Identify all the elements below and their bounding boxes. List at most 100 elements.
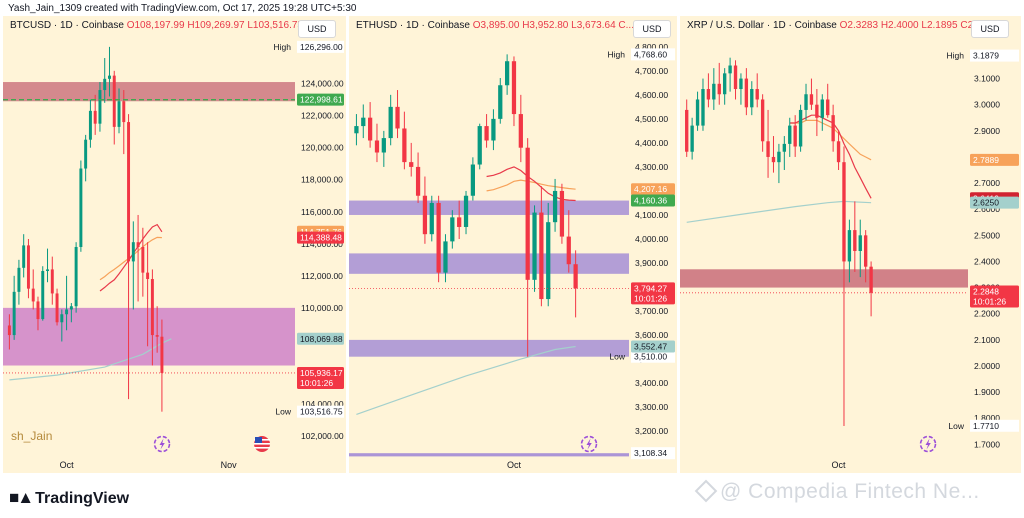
xrp-candle-body [755,89,759,100]
xrp-price-badge-value: 2.7889 [973,155,999,165]
xrp-high-label: High [947,51,965,61]
btc-price-badge-value: 108,069.88 [300,334,343,344]
eth-candle-body [381,138,386,153]
xrp-candle-body [826,99,830,116]
eth-candle-body [498,85,503,119]
watermark-text: @ Compedia Fintech Ne... [720,480,980,503]
eth-chart-svg[interactable]: 3,200.003,300.003,400.003,500.003,600.00… [349,16,677,473]
xrp-candle-body [863,235,868,267]
xrp-low-value: 1.7710 [973,421,999,431]
eth-candle-body [546,222,551,300]
eth-candle-body [559,190,565,237]
eth-plain-price-label: 3,108.34 [634,448,667,458]
xrp-y-tick-label: 2.1000 [974,335,1000,345]
xrp-high-value-bg [970,49,1019,62]
replay-icon [153,435,171,453]
btc-price-badge-value: 114,388.48 [300,233,342,243]
xrp-price-badge-value: 2.6250 [973,198,999,208]
xrp-candle-body [869,266,873,293]
btc-y-tick-label: 124,000.00 [301,79,344,89]
eth-zone [349,453,629,457]
xrp-chart-svg[interactable]: 1.70001.80001.90002.00002.10002.20002.30… [680,16,1021,473]
btc-y-tick-label: 120,000.00 [301,143,344,153]
eth-candle-body [491,118,496,141]
eth-y-tick-label: 4,500.00 [635,114,668,124]
btc-open-value: O108,197.99 [126,20,185,31]
watermark-logo-icon [694,479,718,503]
btc-chart-panel[interactable]: 102,000.00104,000.00106,000.00108,000.00… [3,16,346,473]
btc-candle-body [146,272,150,280]
eth-candle-body [484,126,489,141]
xrp-candle-body [853,230,857,251]
btc-marker-label: sh_Jain [11,429,52,443]
btc-candle-body [112,75,116,127]
btc-candle-body [108,75,111,79]
eth-y-tick-label: 4,700.00 [635,66,668,76]
btc-candle-body [41,271,45,320]
xrp-candle-body [701,89,705,126]
xrp-open-value: O2.3283 [839,20,879,31]
xrp-low-value: L2.1895 [921,20,958,31]
tradingview-brand[interactable]: ■▲ TradingView [9,488,129,508]
xrp-candle-body [766,141,770,157]
btc-zone [3,307,295,366]
eth-candle-body [436,202,441,273]
eth-chart-panel[interactable]: 3,200.003,300.003,400.003,500.003,600.00… [349,16,677,473]
xrp-price-badge [970,285,1019,308]
xrp-candle-body [820,99,824,118]
btc-candle-body [31,288,35,302]
btc-price-badge-value: 105,936.17 [300,368,343,378]
btc-candle-body [136,242,140,247]
eth-zone [349,253,629,274]
xrp-y-tick-label: 2.4000 [974,256,1000,266]
xrp-symbol-legend[interactable]: XRP / U.S. Dollar · 1D · Coinbase O2.328… [687,20,1007,31]
btc-sma-short-line [99,223,163,292]
eth-symbol-legend[interactable]: ETHUSD · 1D · Coinbase O3,895.00 H3,952.… [356,20,634,31]
eth-candle-body [402,128,407,163]
btc-candle-body [36,301,40,320]
btc-candle-body [60,314,64,323]
xrp-low-label: Low [948,421,964,431]
xrp-price-badge-timer: 10:01:26 [973,297,1006,307]
xrp-y-tick-label: 1.9000 [974,387,1000,397]
btc-low-label: Low [275,407,291,417]
btc-candle-body [12,291,16,336]
xrp-candle-body [695,99,700,126]
btc-candle-body [117,101,121,127]
xrp-chart-panel[interactable]: 1.70001.80001.90002.00002.10002.20002.30… [680,16,1021,473]
btc-candle-body [50,269,54,294]
btc-candle-body [46,269,49,272]
eth-candle-body [374,140,380,153]
eth-candle-body [457,217,462,227]
btc-low-value: 103,516.75 [300,407,343,417]
btc-y-tick-label: 112,000.00 [301,271,343,281]
eth-currency-button[interactable]: USD [633,20,671,38]
eth-high-value: 4,768.60 [634,49,667,59]
xrp-y-tick-label: 3.1000 [974,74,1000,84]
btc-candle-body [88,110,92,140]
xrp-candle-body [782,143,787,152]
xrp-currency-button[interactable]: USD [971,20,1009,38]
eth-low-value: 3,510.00 [634,352,667,362]
btc-symbol-legend[interactable]: BTCUSD · 1D · Coinbase O108,197.99 H109,… [10,20,313,31]
eth-y-tick-label: 4,600.00 [635,90,668,100]
btc-sma-long-line [9,338,172,381]
btc-candle-body [7,325,11,336]
xrp-candle-body [685,109,689,152]
btc-candle-body [127,122,131,262]
xrp-low-value-bg [970,419,1019,432]
xrp-high-value: 3.1879 [973,51,999,61]
eth-close-value: C... [618,20,634,31]
btc-high-value: H109,269.97 [187,20,245,31]
btc-currency-button[interactable]: USD [298,20,336,38]
btc-candle-body [74,246,78,307]
btc-candle-body [122,101,126,123]
eth-sma-mid-line [486,179,576,192]
xrp-sma-mid-line [789,119,872,161]
btc-price-badge-value: 122,998.61 [300,95,343,105]
eth-candle-body [354,126,359,134]
xrp-y-tick-label: 1.7000 [974,439,1000,449]
xrp-candle-body [717,83,721,95]
eth-price-badge-timer: 10:01:26 [634,293,667,303]
btc-chart-svg[interactable]: 102,000.00104,000.00106,000.00108,000.00… [3,16,346,473]
